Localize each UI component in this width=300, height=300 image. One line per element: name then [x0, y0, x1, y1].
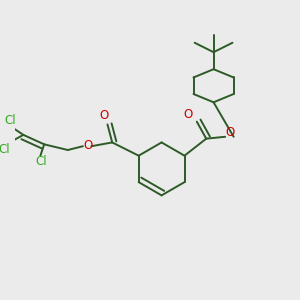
- Text: Cl: Cl: [4, 114, 16, 127]
- Text: O: O: [99, 110, 108, 122]
- Text: O: O: [184, 108, 193, 121]
- Text: O: O: [83, 139, 92, 152]
- Text: O: O: [225, 125, 235, 139]
- Text: Cl: Cl: [35, 155, 47, 168]
- Text: Cl: Cl: [0, 142, 10, 156]
